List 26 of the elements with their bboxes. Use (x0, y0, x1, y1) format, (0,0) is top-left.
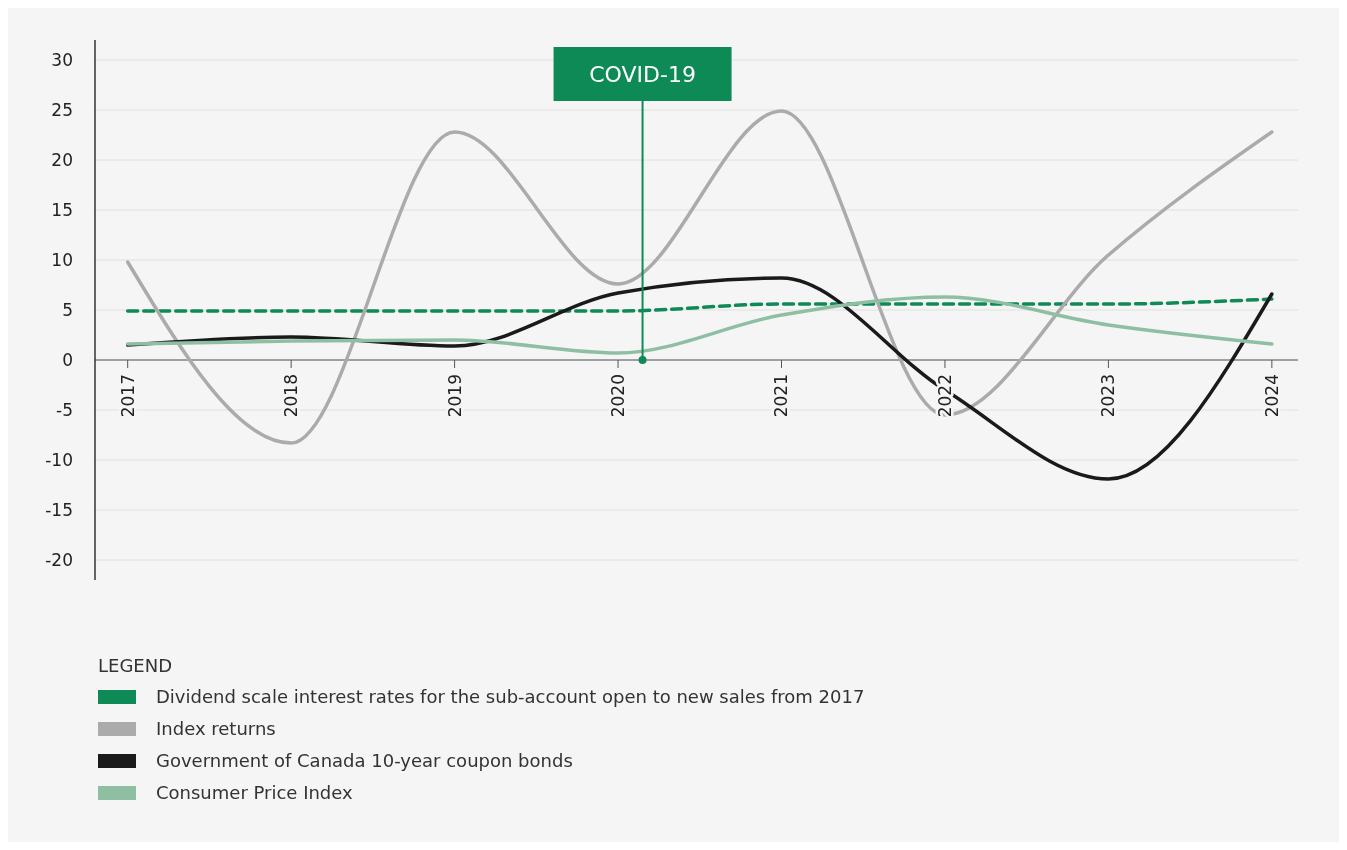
line-series (125, 295, 1274, 355)
y-tick-label: 10 (51, 249, 73, 270)
ref-line-label: COVID-19 (589, 61, 696, 87)
y-tick-label: -5 (56, 399, 73, 420)
x-tick-label: 2024 (1261, 374, 1282, 418)
y-tick-label: -10 (45, 449, 73, 470)
y-tick-label: 25 (51, 99, 73, 120)
x-tick-label: 2021 (771, 374, 792, 418)
y-tick-label: -15 (45, 499, 73, 520)
y-tick-label: -20 (45, 549, 73, 570)
legend-label: Index returns (156, 718, 276, 740)
y-tick-label: 20 (51, 149, 73, 170)
x-tick-label: 2020 (607, 374, 628, 418)
y-tick-label: 0 (62, 349, 73, 370)
x-tick-label: 2017 (117, 374, 138, 418)
x-tick-label: 2023 (1098, 374, 1119, 418)
x-tick-label: 2018 (281, 374, 302, 418)
legend-label: Government of Canada 10-year coupon bonds (156, 750, 573, 772)
y-tick-label: 15 (51, 199, 73, 220)
x-tick-label: 2022 (934, 374, 955, 418)
y-tick-label: 30 (51, 49, 73, 70)
legend-title: LEGEND (98, 655, 173, 677)
x-tick-label: 2019 (444, 374, 465, 418)
legend-label: Consumer Price Index (156, 782, 354, 804)
y-tick-label: 5 (62, 299, 73, 320)
legend-label: Dividend scale interest rates for the sub-account open to new sales from 2017 (156, 686, 865, 708)
